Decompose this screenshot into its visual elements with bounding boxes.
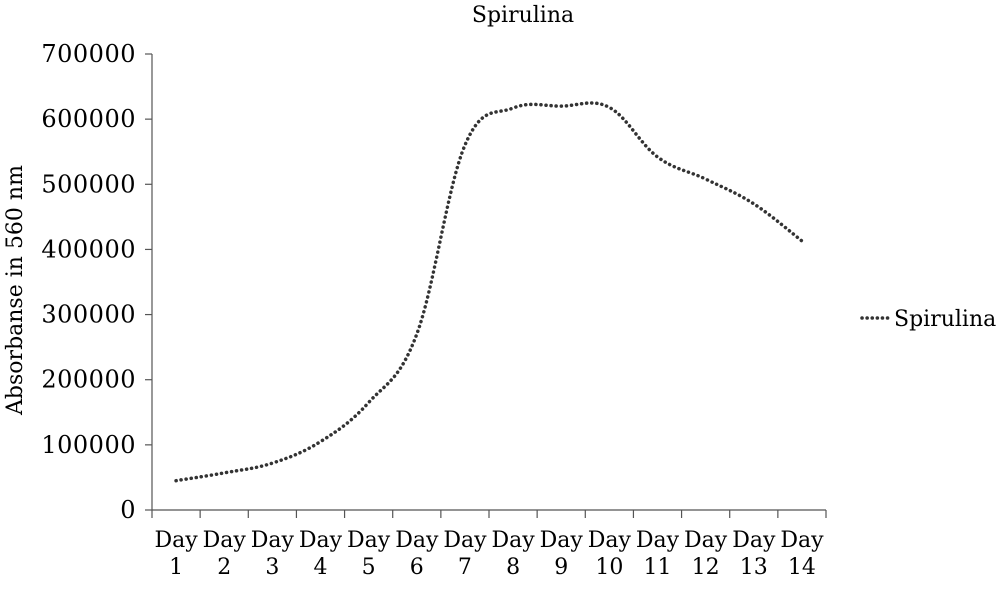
- y-axis-label: Absorbanse in 560 nm: [3, 165, 28, 416]
- x-tick-label: Day 11: [636, 528, 680, 580]
- x-tick-label: Day 2: [203, 528, 247, 580]
- axes: [145, 53, 827, 518]
- y-tick-label: 600000: [41, 105, 136, 133]
- y-tick-label: 500000: [41, 170, 136, 198]
- data-series: [174, 101, 804, 483]
- y-tick-label: 700000: [41, 40, 136, 68]
- x-tick-label: Day 13: [732, 528, 776, 580]
- x-tick-label: Day 9: [540, 528, 584, 580]
- x-tick-label: Day 10: [588, 528, 632, 580]
- y-tick-label: 100000: [41, 431, 136, 459]
- y-tick-label: 0: [120, 496, 136, 524]
- legend-label: Spirulina: [894, 307, 996, 332]
- x-tick-label: Day 1: [154, 528, 198, 580]
- x-tick-label: Day 3: [251, 528, 295, 580]
- legend: Spirulina: [860, 307, 996, 332]
- y-tick-labels: 0 100000 200000 300000 400000 500000 600000 700…: [41, 40, 136, 524]
- x-tick-label: Day 6: [395, 528, 439, 580]
- x-tick-label: Day 4: [299, 528, 343, 580]
- y-tick-label: 400000: [41, 235, 136, 263]
- x-tick-label: Day 14: [780, 528, 824, 580]
- x-tick-label: Day 5: [347, 528, 391, 580]
- chart-title: Spirulina: [472, 3, 574, 28]
- x-tick-label: Day 12: [684, 528, 728, 580]
- x-tick-label: Day 7: [443, 528, 487, 580]
- y-tick-label: 300000: [41, 301, 136, 329]
- y-tick-label: 200000: [41, 366, 136, 394]
- series-line: [174, 101, 804, 483]
- x-tick-label: Day 8: [491, 528, 535, 580]
